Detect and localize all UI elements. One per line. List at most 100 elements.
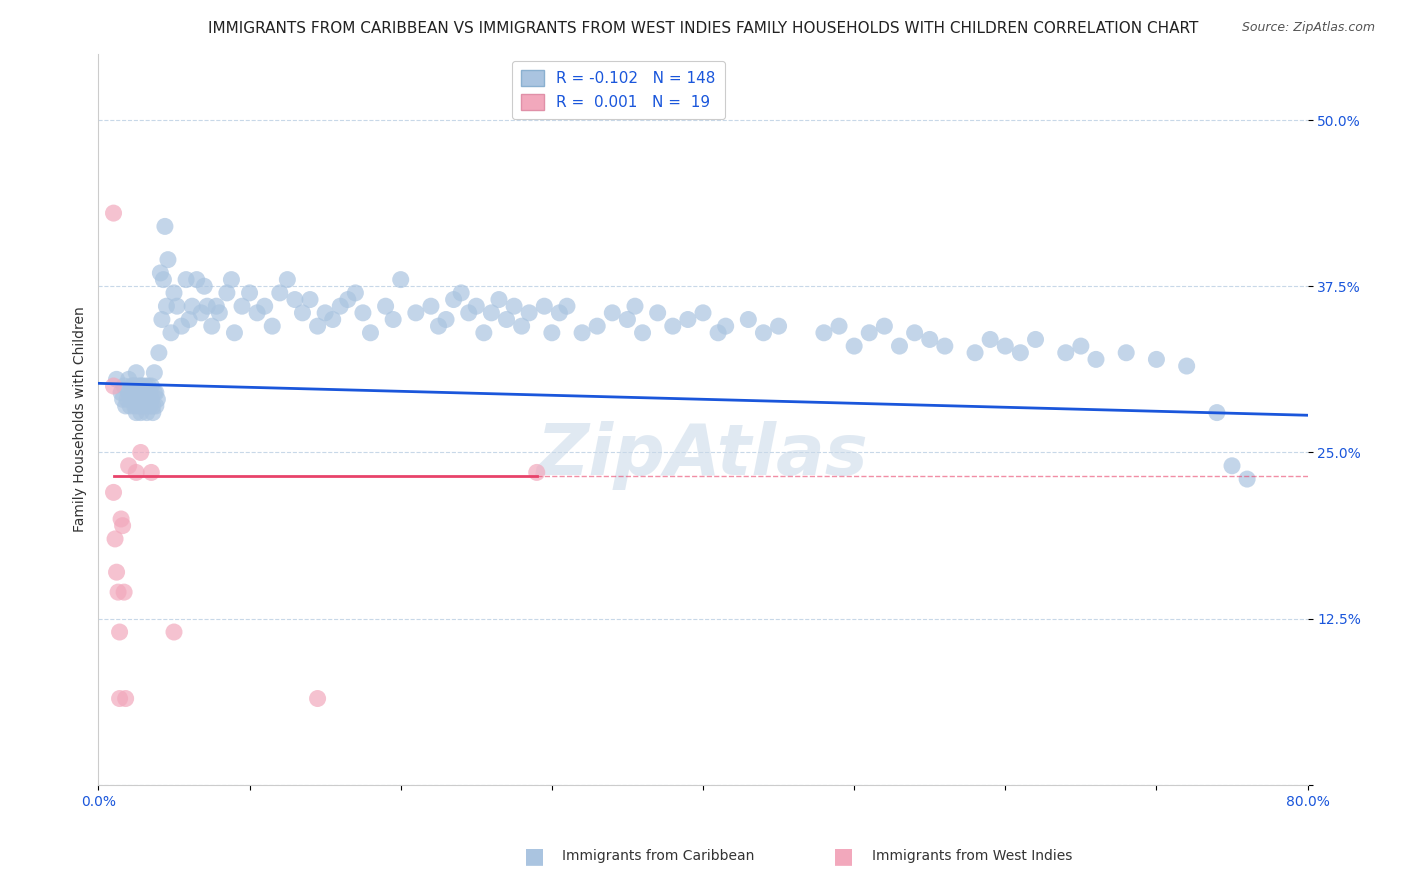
Point (1024, 333, 1046, 347)
Point (215, 285, 238, 300)
Point (124, 399, 146, 413)
Point (322, 312, 344, 326)
Point (141, 392, 163, 407)
Point (246, 306, 269, 320)
Point (115, 392, 138, 407)
Point (112, 585, 135, 599)
Point (148, 345, 170, 359)
Text: ■: ■ (834, 847, 853, 866)
Point (152, 272, 174, 286)
Point (128, 385, 150, 400)
Point (208, 306, 231, 320)
Point (1070, 339, 1092, 353)
Point (163, 285, 186, 300)
Point (1175, 359, 1198, 373)
Point (118, 372, 141, 386)
Point (111, 392, 134, 407)
Point (131, 379, 153, 393)
Point (269, 285, 291, 300)
Point (239, 285, 262, 300)
Point (307, 691, 329, 706)
Point (602, 306, 624, 320)
Point (143, 385, 166, 400)
Point (443, 293, 465, 307)
Point (858, 326, 880, 340)
Text: ■: ■ (524, 847, 544, 866)
Point (284, 293, 307, 307)
Point (132, 399, 155, 413)
Point (389, 272, 412, 286)
Point (555, 299, 578, 313)
Point (145, 385, 167, 400)
Point (125, 392, 148, 407)
Point (111, 518, 134, 533)
Point (166, 299, 188, 313)
Text: ZipAtlas: ZipAtlas (537, 421, 869, 491)
Point (132, 385, 155, 400)
Point (114, 399, 136, 413)
Point (128, 399, 150, 413)
Point (145, 399, 167, 413)
Point (495, 312, 517, 326)
Point (153, 219, 176, 234)
Point (472, 326, 495, 340)
Point (427, 319, 450, 334)
Point (374, 299, 396, 313)
Point (155, 299, 177, 313)
Point (174, 272, 197, 286)
Point (107, 585, 129, 599)
Point (190, 306, 212, 320)
Point (336, 293, 359, 307)
Point (299, 293, 322, 307)
Point (1144, 352, 1167, 367)
Y-axis label: Family Households with Children: Family Households with Children (73, 306, 87, 533)
Point (647, 306, 669, 320)
Point (127, 379, 149, 393)
Point (1010, 345, 1032, 359)
Point (360, 326, 382, 340)
Point (139, 399, 162, 413)
Point (329, 299, 352, 313)
Point (262, 319, 284, 334)
Point (434, 312, 457, 326)
Point (314, 306, 336, 320)
Point (768, 319, 790, 334)
Point (170, 319, 193, 334)
Point (382, 312, 405, 326)
Point (873, 319, 896, 334)
Point (146, 392, 169, 407)
Point (616, 312, 638, 326)
Point (844, 339, 866, 353)
Point (134, 392, 156, 407)
Point (136, 379, 159, 393)
Point (201, 319, 224, 334)
Point (186, 272, 208, 286)
Point (571, 326, 593, 340)
Point (160, 326, 183, 340)
Point (344, 285, 367, 300)
Point (127, 392, 149, 407)
Point (114, 691, 136, 706)
Point (105, 565, 128, 579)
Point (405, 306, 427, 320)
Point (129, 379, 152, 393)
Point (150, 312, 173, 326)
Point (142, 399, 165, 413)
Point (692, 306, 714, 320)
Point (231, 299, 253, 313)
Point (142, 406, 165, 420)
Point (129, 445, 152, 459)
Point (918, 333, 941, 347)
Point (965, 345, 987, 359)
Point (1220, 458, 1243, 473)
Point (904, 326, 927, 340)
Point (517, 306, 540, 320)
Point (121, 392, 143, 407)
Point (105, 372, 128, 386)
Text: IMMIGRANTS FROM CARIBBEAN VS IMMIGRANTS FROM WEST INDIES FAMILY HOUSEHOLDS WITH : IMMIGRANTS FROM CARIBBEAN VS IMMIGRANTS … (208, 21, 1198, 36)
Point (533, 299, 555, 313)
Point (221, 272, 243, 286)
Point (1115, 345, 1137, 359)
Point (181, 299, 204, 313)
Point (420, 299, 443, 313)
